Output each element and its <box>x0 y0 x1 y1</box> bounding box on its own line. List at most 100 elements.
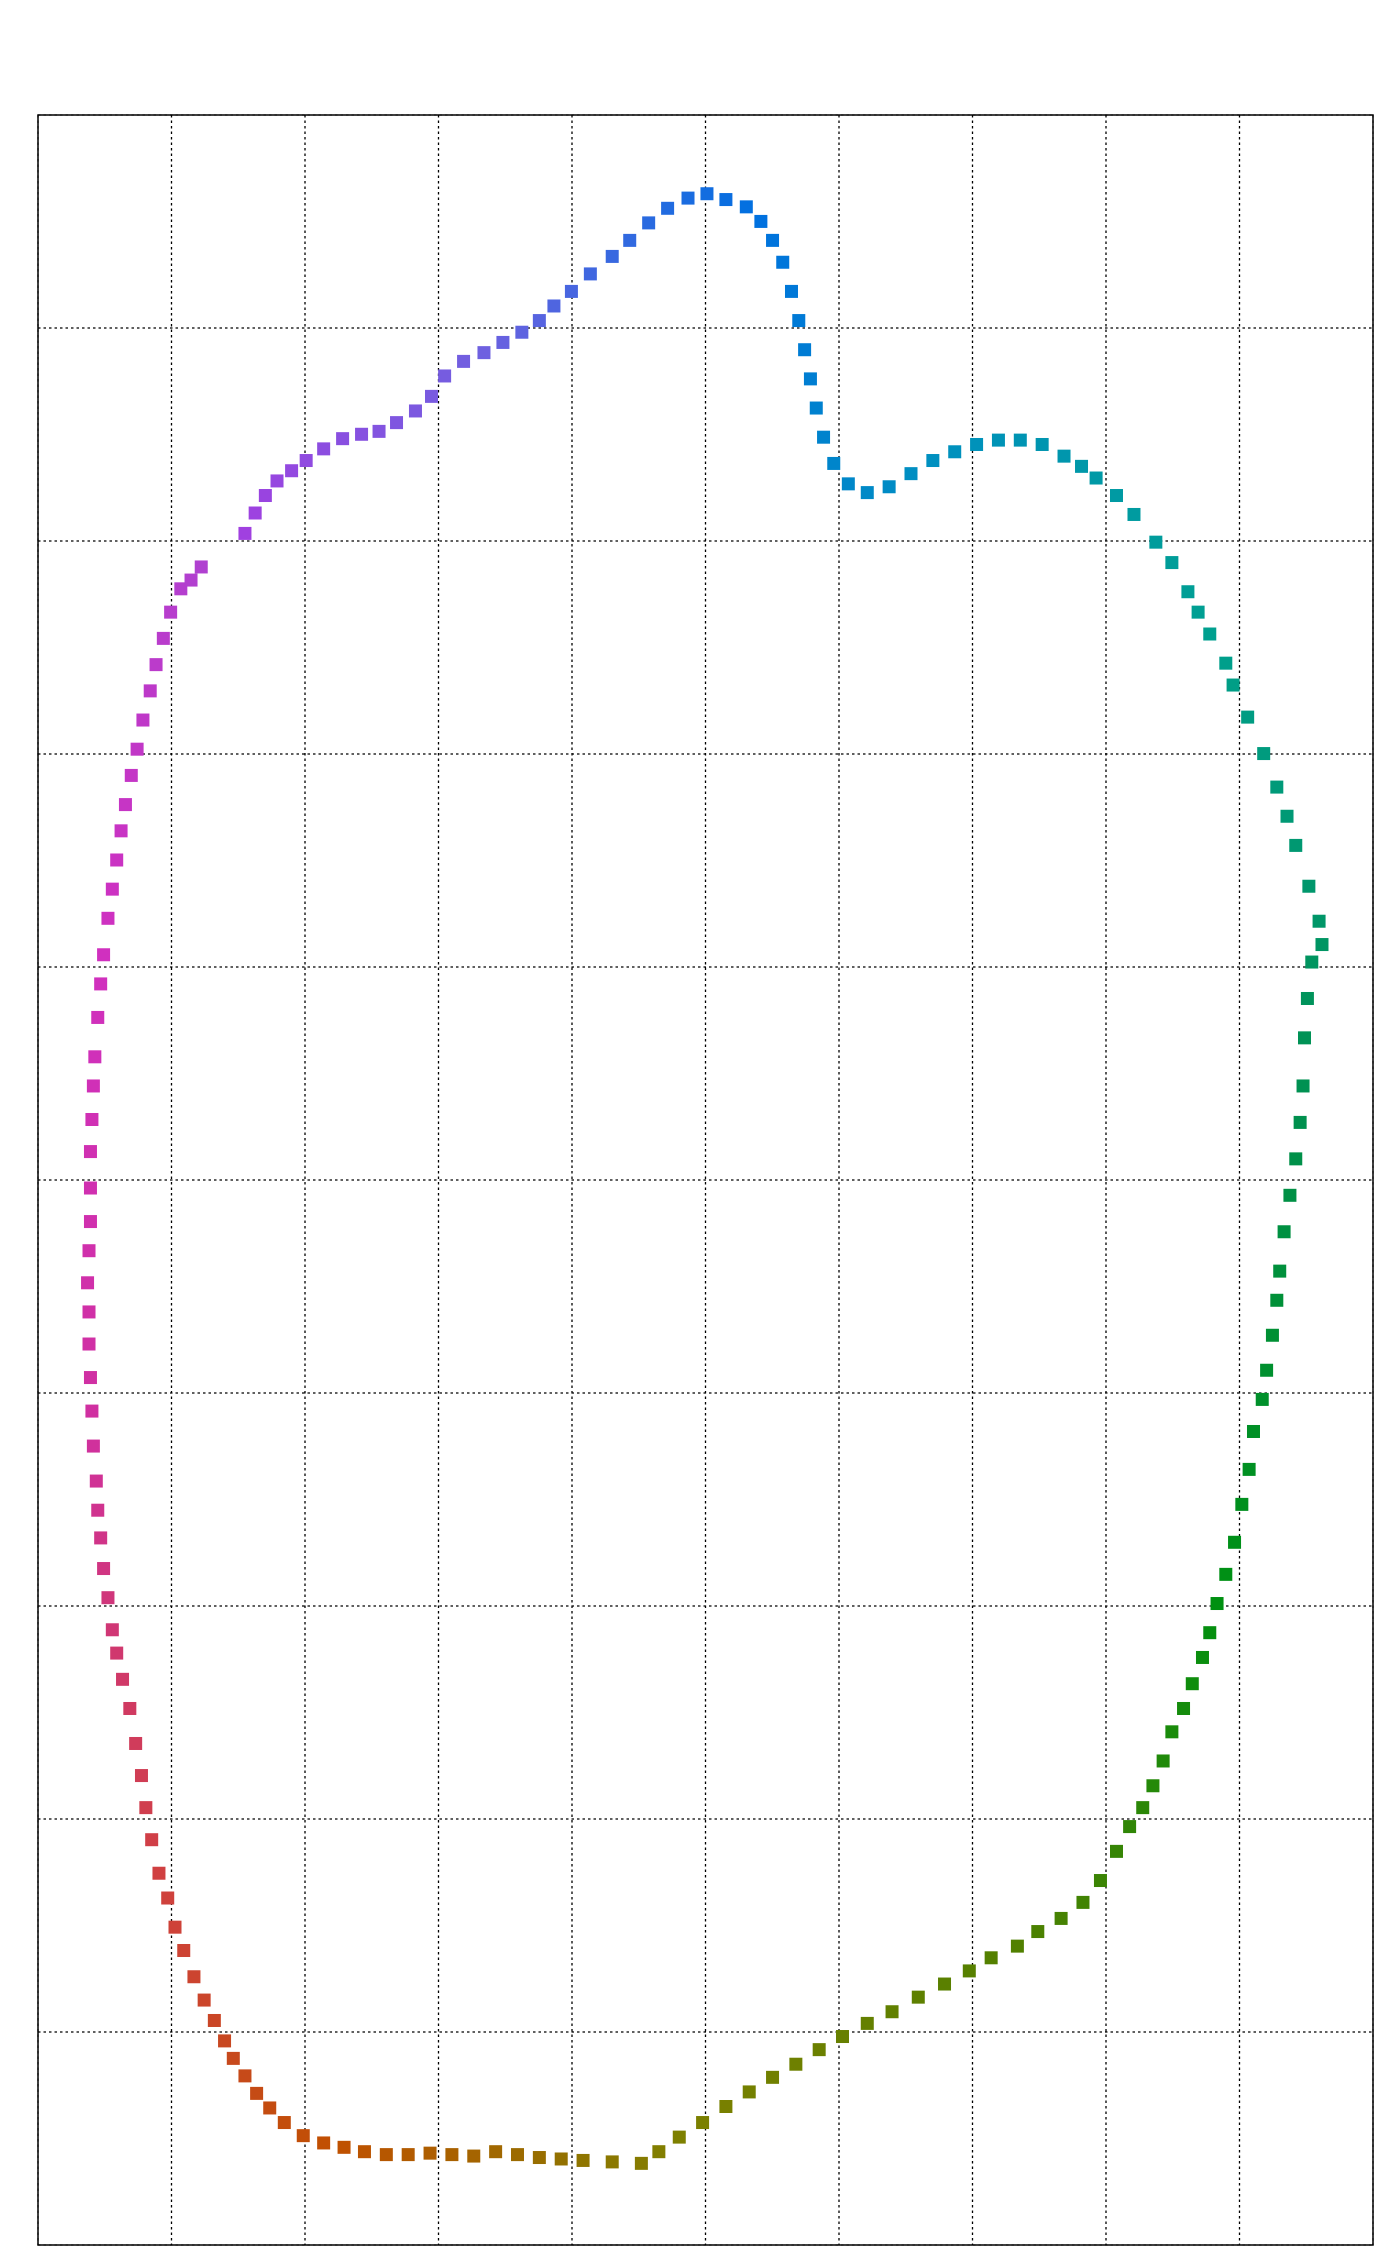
scatter-point <box>425 389 439 403</box>
scatter-point <box>1298 1031 1312 1045</box>
scatter-point <box>1280 809 1294 823</box>
scatter-point <box>835 2030 849 2044</box>
scatter-point <box>576 2153 590 2167</box>
scatter-point <box>719 193 733 207</box>
scatter-point <box>86 1079 100 1093</box>
scatter-point <box>962 1964 976 1978</box>
scatter-point <box>94 977 108 991</box>
scatter-point <box>817 430 831 444</box>
scatter-point <box>803 372 817 386</box>
scatter-point <box>258 489 272 503</box>
scatter-point <box>164 605 178 619</box>
scatter-point <box>218 2034 232 2048</box>
scatter-point <box>168 1920 182 1934</box>
scatter-point <box>238 526 252 540</box>
scatter-point <box>1075 459 1089 473</box>
scatter-point <box>174 582 188 596</box>
scatter-point <box>401 2148 415 2162</box>
scatter-point <box>1260 1363 1274 1377</box>
scatter-point <box>134 1769 148 1783</box>
scatter-point <box>1296 1079 1310 1093</box>
scatter-point <box>554 2152 568 2166</box>
scatter-point <box>1093 1874 1107 1888</box>
scatter-point <box>510 2148 524 2162</box>
scatter-point <box>700 187 714 201</box>
scatter-point <box>719 2099 733 2113</box>
scatter-point <box>696 2116 710 2130</box>
scatter-point <box>118 798 132 812</box>
scatter-point <box>317 442 331 456</box>
scatter-point <box>467 2149 481 2163</box>
scatter-point <box>1165 556 1179 570</box>
scatter-point <box>754 214 768 228</box>
scatter-point <box>85 1404 99 1418</box>
scatter-point <box>532 2151 546 2165</box>
scatter-point <box>123 1701 137 1715</box>
scatter-point <box>1270 780 1284 794</box>
scatter-point <box>194 560 208 574</box>
scatter-point <box>91 1503 105 1517</box>
scatter-point <box>1109 1844 1123 1858</box>
scatter-point <box>83 1145 97 1159</box>
scatter-point <box>82 1305 96 1319</box>
scatter-point <box>564 284 578 298</box>
scatter-point <box>1195 1650 1209 1664</box>
scatter-point <box>798 343 812 357</box>
scatter-point <box>97 948 111 962</box>
scatter-point <box>991 433 1005 447</box>
scatter-point <box>197 1993 211 2007</box>
scatter-point <box>1315 938 1329 952</box>
scatter-point <box>152 1866 166 1880</box>
scatter-point <box>672 2130 686 2144</box>
scatter-point <box>1109 489 1123 503</box>
scatter-point <box>285 464 299 478</box>
scatter-point <box>681 191 695 205</box>
scatter-point <box>116 1672 130 1686</box>
scatter-point <box>1203 627 1217 641</box>
scatter-point <box>110 1646 124 1660</box>
scatter-point <box>1219 656 1233 670</box>
scatter-point <box>226 2051 240 2065</box>
scatter-point <box>885 2005 899 2019</box>
scatter-point <box>1246 1424 1260 1438</box>
scatter-point <box>938 1977 952 1991</box>
scatter-point <box>1273 1264 1287 1278</box>
scatter-point <box>515 325 529 339</box>
scatter-point <box>1228 1535 1242 1549</box>
scatter-point <box>1123 1820 1137 1834</box>
scatter-point <box>390 416 404 430</box>
scatter-point <box>1226 678 1240 692</box>
scatter-point <box>809 401 823 415</box>
scatter-point <box>130 742 144 756</box>
scatter-point <box>1035 437 1049 451</box>
scatter-point <box>337 2140 351 2154</box>
scatter-point <box>161 1891 175 1905</box>
scatter-point <box>789 2057 803 2071</box>
scatter-point <box>1185 1677 1199 1691</box>
scatter-point <box>299 454 313 468</box>
scatter-point <box>82 1244 96 1258</box>
scatter-point <box>583 267 597 281</box>
scatter-point <box>1203 1626 1217 1640</box>
scatter-point <box>1057 449 1071 463</box>
scatter-point <box>408 404 422 418</box>
scatter-point <box>81 1276 95 1290</box>
scatter-point <box>1181 585 1195 599</box>
scatter-point <box>89 1474 103 1488</box>
scatter-point <box>1283 1188 1297 1202</box>
scatter-point <box>129 1736 143 1750</box>
scatter-point <box>187 1970 201 1984</box>
scatter-point <box>860 2016 874 2030</box>
scatter-point <box>177 1944 191 1958</box>
scatter-point <box>1235 1497 1249 1511</box>
scatter-point <box>1146 1779 1160 1793</box>
scatter-point <box>97 1562 111 1576</box>
scatter-point <box>1031 1925 1045 1939</box>
scatter-point <box>263 2101 277 2115</box>
scatter-point <box>91 1010 105 1024</box>
scatter-point <box>642 216 656 230</box>
scatter-point <box>1277 1225 1291 1239</box>
scatter-point <box>739 200 753 214</box>
